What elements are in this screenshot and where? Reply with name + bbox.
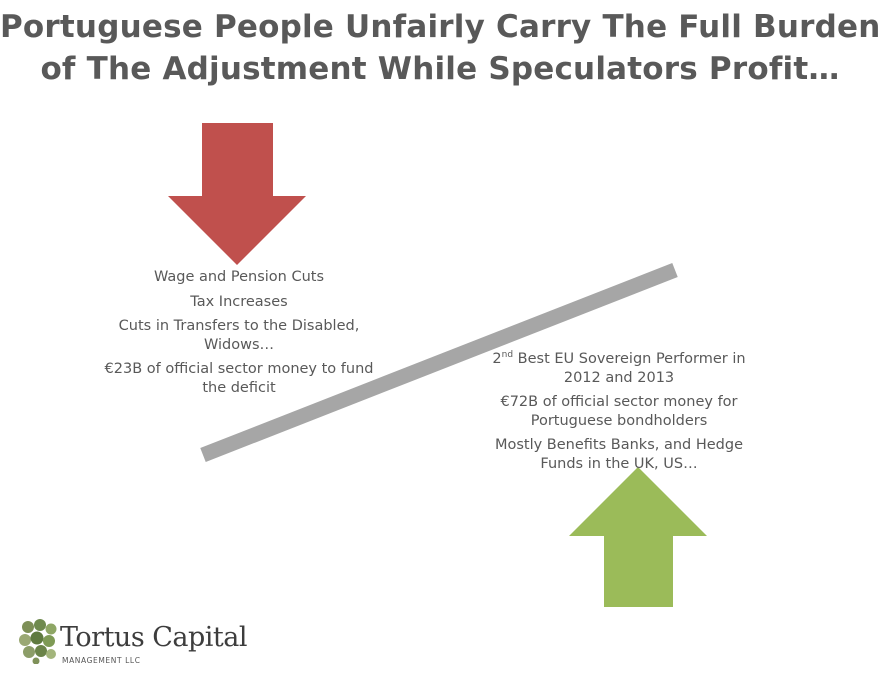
left-item-3: Cuts in Transfers to the Disabled, Widow…	[118, 318, 360, 353]
turtle-shell-icon	[19, 619, 57, 664]
seesaw-bar	[200, 263, 678, 462]
right-item-3: Mostly Benefits Banks, and Hedge Funds i…	[494, 437, 744, 472]
logo-name: Tortus Capital	[60, 622, 248, 653]
right-item-1-superscript: nd	[501, 350, 514, 361]
slide-title: Portuguese People Unfairly Carry The Ful…	[0, 6, 880, 90]
left-item-2: Tax Increases	[190, 293, 288, 310]
left-text-block: Wage and Pension Cuts Tax Increases Cuts…	[96, 268, 382, 403]
title-line-1: Portuguese People Unfairly Carry The Ful…	[0, 9, 880, 45]
up-arrow	[569, 467, 707, 607]
right-item-1-text: Best EU Sovereign Performer in 2012 and …	[513, 351, 746, 386]
company-logo: Tortus Capital MANAGEMENT LLC	[18, 618, 258, 668]
title-line-2: of The Adjustment While Speculators Prof…	[40, 51, 840, 87]
logo-subtitle: MANAGEMENT LLC	[62, 656, 141, 665]
left-item-4: €23B of official sector money to fund th…	[104, 361, 374, 396]
right-item-1-number: 2	[492, 351, 502, 367]
right-item-2: €72B of official sector money for Portug…	[500, 394, 738, 429]
down-arrow	[168, 123, 306, 265]
left-item-1: Wage and Pension Cuts	[153, 269, 325, 285]
right-text-block: 2nd Best EU Sovereign Performer in 2012 …	[482, 350, 756, 479]
right-item-1: 2nd Best EU Sovereign Performer in 2012 …	[482, 350, 756, 387]
